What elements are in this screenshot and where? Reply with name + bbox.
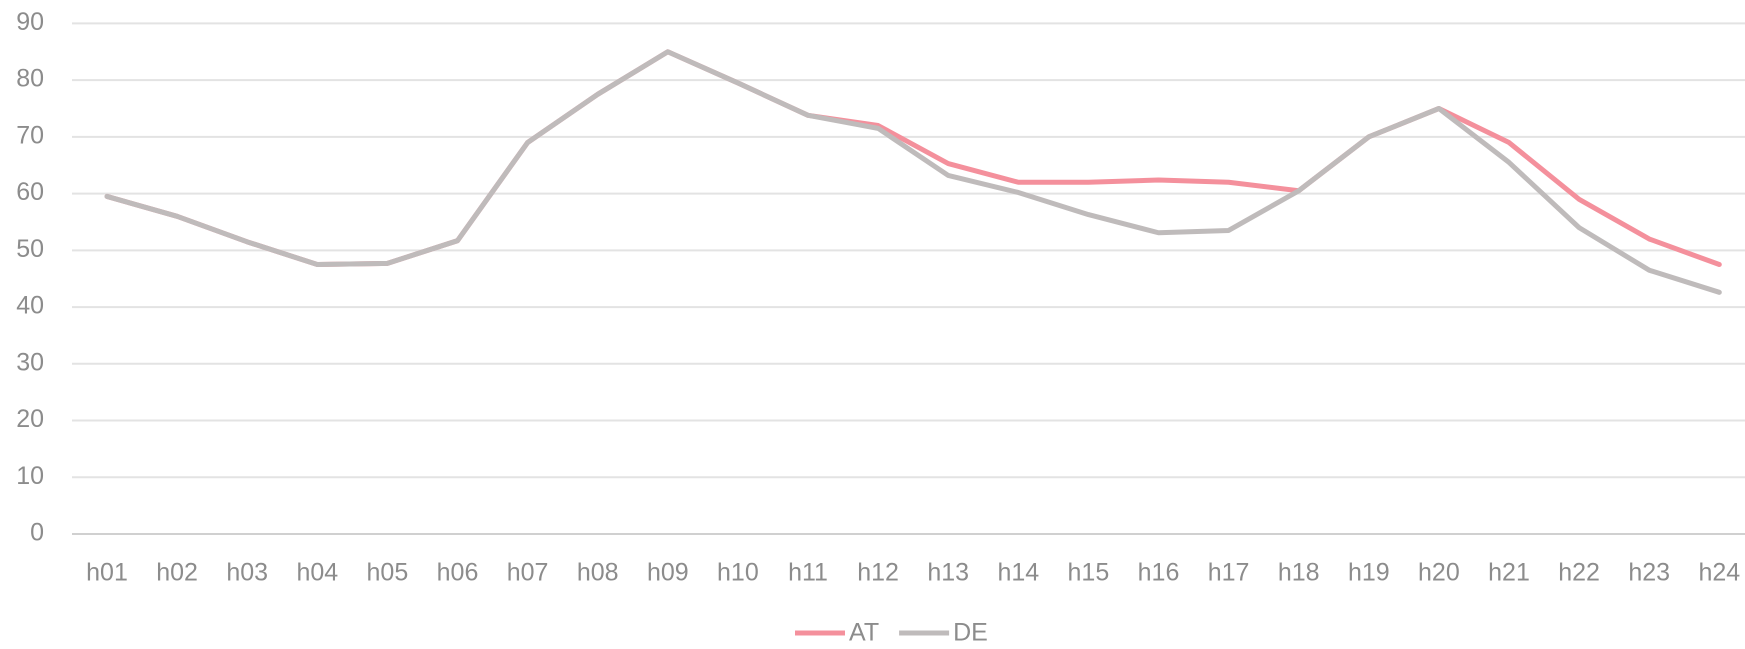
- x-tick-label: h04: [296, 559, 338, 587]
- y-tick-label: 60: [16, 178, 44, 206]
- x-tick-label: h06: [437, 559, 479, 587]
- x-tick-label: h24: [1698, 559, 1740, 587]
- y-tick-label: 30: [16, 348, 44, 376]
- x-tick-label: h03: [226, 559, 268, 587]
- series-line: [104, 49, 1722, 268]
- x-tick-label: h18: [1278, 559, 1320, 587]
- x-tick-label: h23: [1628, 559, 1670, 587]
- x-tick-label: h13: [927, 559, 969, 587]
- x-tick-label: h05: [367, 559, 409, 587]
- x-tick-label: h17: [1208, 559, 1250, 587]
- x-tick-label: h19: [1348, 559, 1390, 587]
- x-tick-label: h14: [997, 559, 1039, 587]
- y-tick-label: 20: [16, 405, 44, 433]
- y-tick-label: 80: [16, 65, 44, 93]
- x-tick-label: h16: [1138, 559, 1180, 587]
- x-tick-label: h22: [1558, 559, 1600, 587]
- x-tick-label: h09: [647, 559, 689, 587]
- y-tick-label: 10: [16, 462, 44, 490]
- x-tick-label: h01: [86, 559, 128, 587]
- x-tick-label: h12: [857, 559, 899, 587]
- x-tick-label: h07: [507, 559, 549, 587]
- x-tick-label: h08: [577, 559, 619, 587]
- x-tick-label: h21: [1488, 559, 1530, 587]
- y-tick-label: 90: [16, 8, 44, 36]
- y-tick-label: 50: [16, 235, 44, 263]
- series-line: [104, 49, 1722, 295]
- x-tick-label: h20: [1418, 559, 1460, 587]
- x-tick-label: h11: [788, 559, 828, 587]
- y-tick-label: 0: [30, 519, 44, 547]
- x-tick-label: h10: [717, 559, 759, 587]
- x-tick-label: h15: [1068, 559, 1110, 587]
- legend-label: AT: [849, 619, 879, 647]
- y-tick-label: 70: [16, 121, 44, 149]
- x-tick-label: h02: [156, 559, 198, 587]
- legend-label: DE: [953, 619, 988, 647]
- y-tick-label: 40: [16, 292, 44, 320]
